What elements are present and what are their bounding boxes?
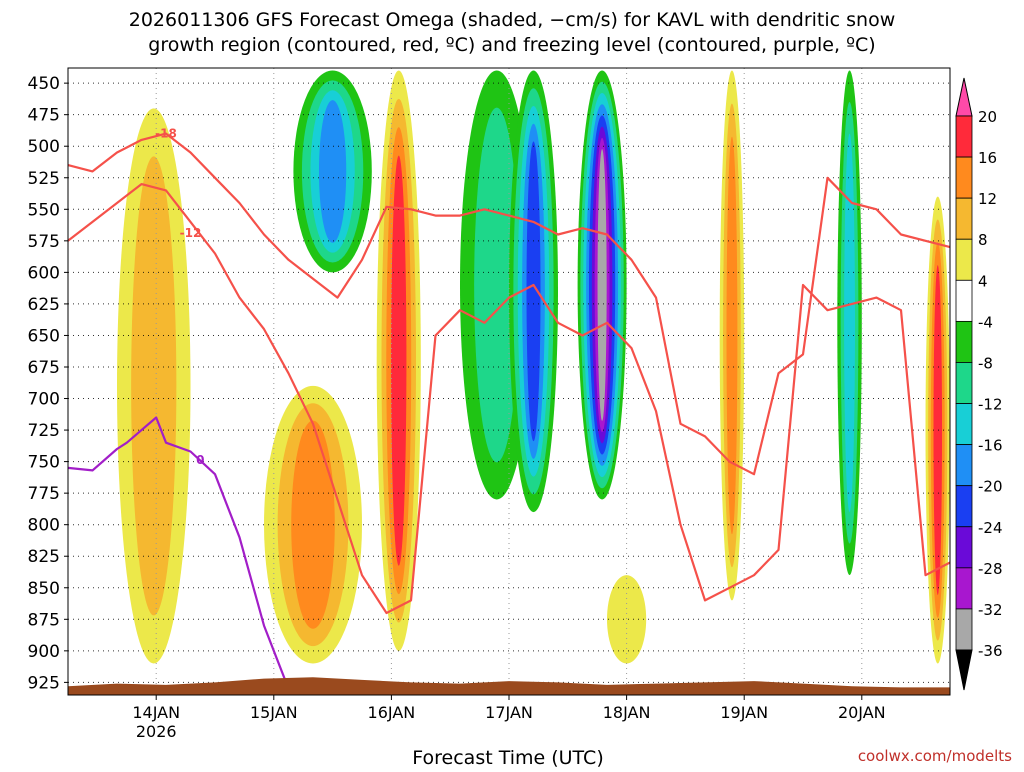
y-tick-label: 625 bbox=[28, 295, 60, 315]
omega-band bbox=[598, 149, 607, 421]
y-tick-label: 850 bbox=[28, 579, 60, 599]
y-tick-label: 800 bbox=[28, 516, 60, 536]
colorbar-box bbox=[956, 157, 972, 198]
colorbar-label: -20 bbox=[978, 478, 1003, 496]
omega-band bbox=[844, 134, 855, 512]
colorbar-box bbox=[956, 404, 972, 445]
y-tick-label: 900 bbox=[28, 642, 60, 662]
colorbar-box bbox=[956, 568, 972, 609]
colorbar-label: -8 bbox=[978, 354, 993, 372]
y-tick-label: 825 bbox=[28, 547, 60, 567]
omega-lift-col-6 bbox=[926, 197, 951, 664]
colorbar-label: -28 bbox=[978, 560, 1003, 578]
y-tick-label: 775 bbox=[28, 484, 60, 504]
colorbar-label: -16 bbox=[978, 437, 1003, 455]
colorbar-box bbox=[956, 198, 972, 239]
x-tick-label: 17JAN bbox=[485, 703, 533, 722]
colorbar-box bbox=[956, 609, 972, 650]
plot-area: -18 -12 0 bbox=[68, 68, 950, 695]
colorbar-label: 8 bbox=[978, 231, 988, 249]
colorbar-label: 20 bbox=[978, 108, 997, 126]
y-tick-label: 925 bbox=[28, 673, 60, 693]
omega-band bbox=[131, 156, 176, 615]
x-tick-label: 15JAN bbox=[250, 703, 298, 722]
colorbar-bottom-arrow bbox=[956, 650, 972, 690]
omega-sink-col-3 bbox=[509, 71, 558, 513]
colorbar-box bbox=[956, 362, 972, 403]
x-tick-label: 19JAN bbox=[720, 703, 768, 722]
chart-title-line-1: 2026011306 GFS Forecast Omega (shaded, −… bbox=[129, 9, 896, 31]
y-tick-label: 475 bbox=[28, 106, 60, 126]
contour-label: 0 bbox=[196, 453, 204, 467]
y-tick-label: 650 bbox=[28, 326, 60, 346]
omega-band bbox=[319, 100, 346, 243]
colorbar-label: -32 bbox=[978, 601, 1003, 619]
y-tick-label: 450 bbox=[28, 74, 60, 94]
x-tick-label: 18JAN bbox=[603, 703, 651, 722]
chart-title-line-2: growth region (contoured, red, ºC) and f… bbox=[148, 34, 875, 56]
y-tick-label: 600 bbox=[28, 263, 60, 283]
colorbar-box bbox=[956, 280, 972, 321]
colorbar-label: -24 bbox=[978, 519, 1003, 537]
colorbar-box bbox=[956, 445, 972, 486]
omega-sink-col-1 bbox=[293, 71, 371, 273]
colorbar-label: 12 bbox=[978, 190, 997, 208]
colorbar-box bbox=[956, 486, 972, 527]
colorbar: 20 16 12 8 4 -4 -8 -12 -16 -20 -24 -28 -32 -36 bbox=[956, 78, 1003, 690]
x-tick-sublabel: 2026 bbox=[136, 722, 177, 741]
omega-sink-col-4 bbox=[578, 71, 627, 500]
y-axis: 450 475 500 525 550 575 600 625 650 675 700 725 750 7… bbox=[28, 74, 68, 693]
y-tick-label: 675 bbox=[28, 358, 60, 378]
y-tick-label: 725 bbox=[28, 421, 60, 441]
y-tick-label: 550 bbox=[28, 200, 60, 220]
omega-band bbox=[933, 265, 942, 595]
y-tick-label: 875 bbox=[28, 610, 60, 630]
omega-lift-col-1 bbox=[117, 108, 191, 663]
y-tick-label: 500 bbox=[28, 137, 60, 157]
y-tick-label: 750 bbox=[28, 453, 60, 473]
colorbar-label: -12 bbox=[978, 396, 1003, 414]
colorbar-label: -36 bbox=[978, 642, 1003, 660]
colorbar-label: 16 bbox=[978, 149, 997, 167]
x-tick-label: 14JAN bbox=[132, 703, 180, 722]
colorbar-label: 4 bbox=[978, 272, 988, 290]
colorbar-top-arrow bbox=[956, 78, 972, 116]
colorbar-box bbox=[956, 239, 972, 280]
y-tick-label: 700 bbox=[28, 390, 60, 410]
contour-label: -12 bbox=[180, 226, 202, 240]
y-tick-label: 575 bbox=[28, 232, 60, 252]
x-tick-label: 20JAN bbox=[838, 703, 886, 722]
colorbar-box bbox=[956, 527, 972, 568]
x-axis-label: Forecast Time (UTC) bbox=[412, 747, 603, 768]
contour-label: -18 bbox=[155, 126, 177, 140]
colorbar-box bbox=[956, 321, 972, 362]
colorbar-label: -4 bbox=[978, 313, 993, 331]
omega-band bbox=[391, 156, 406, 566]
y-tick-label: 525 bbox=[28, 169, 60, 189]
source-credit: coolwx.com/modelts bbox=[858, 747, 1012, 765]
colorbar-box bbox=[956, 116, 972, 157]
x-tick-label: 16JAN bbox=[368, 703, 416, 722]
